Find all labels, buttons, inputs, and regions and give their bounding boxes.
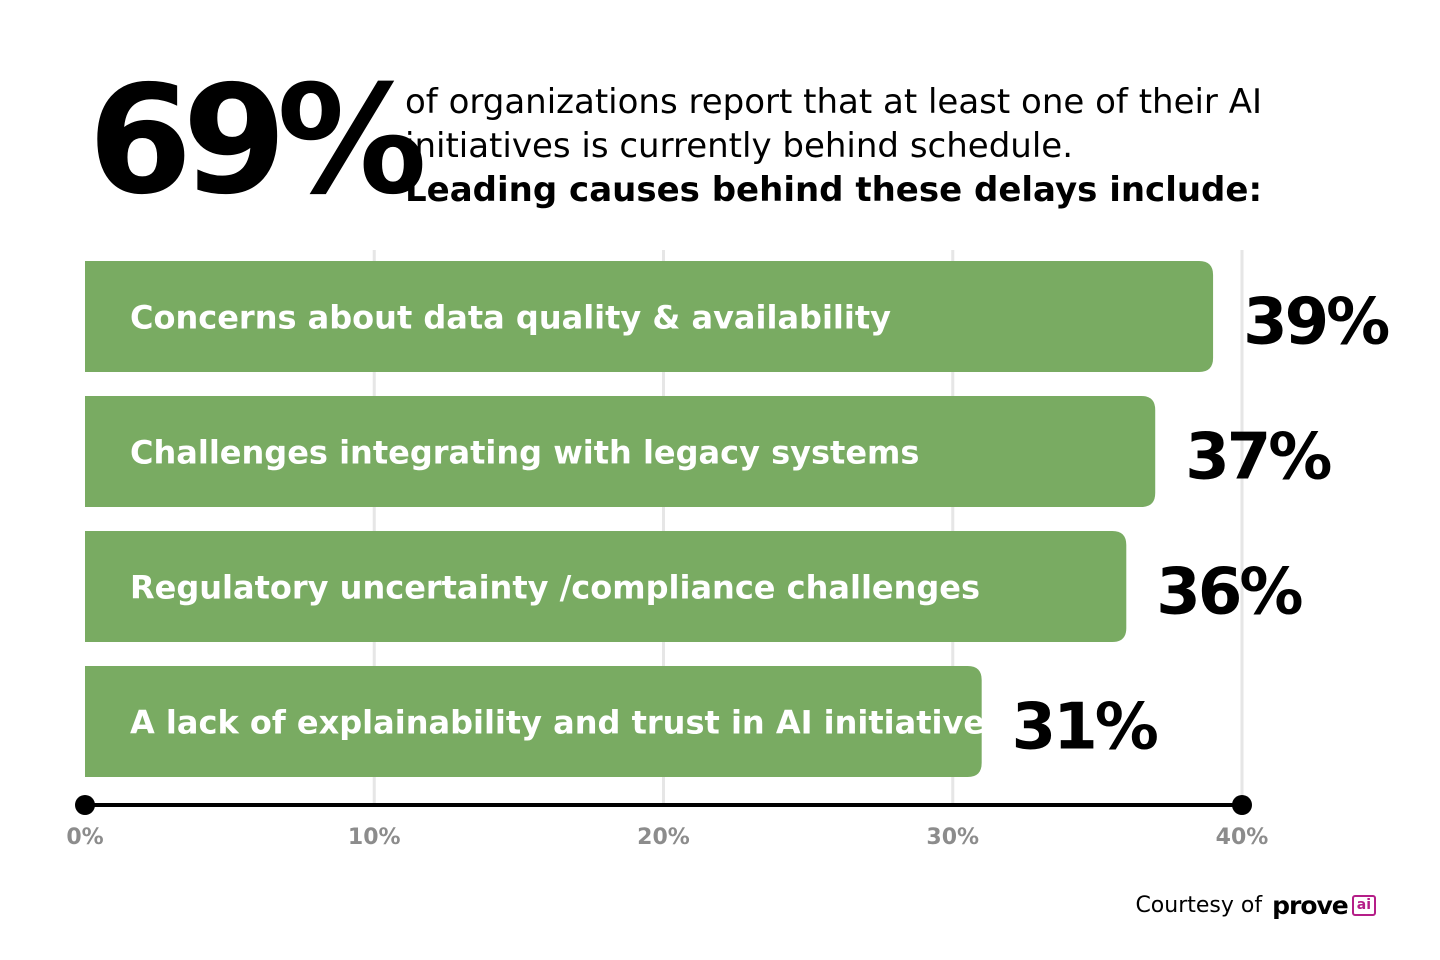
x-axis-end-dot — [1232, 795, 1252, 815]
headline-text: of organizations report that at least on… — [405, 80, 1405, 212]
headline-subheading: Leading causes behind these delays inclu… — [405, 170, 1263, 210]
bar-value-label: 39% — [1243, 286, 1389, 360]
bar — [85, 531, 1127, 642]
bar-category-label: Regulatory uncertainty /compliance chall… — [130, 569, 980, 607]
bar-value-label: 36% — [1156, 556, 1302, 630]
bar — [85, 666, 982, 777]
x-tick-label: 0% — [66, 825, 103, 850]
bar — [85, 396, 1156, 507]
courtesy-credit: Courtesy of prove ai — [1135, 891, 1376, 920]
logo-wordmark: prove — [1272, 891, 1349, 920]
logo-badge: ai — [1351, 895, 1376, 916]
bar — [85, 261, 1214, 372]
headline-percentage: 69% — [88, 54, 427, 228]
x-tick-label: 20% — [637, 825, 690, 850]
headline-line-2: initiatives is currently behind schedule… — [405, 126, 1073, 166]
prove-ai-logo: prove ai — [1272, 891, 1376, 920]
bar-category-label: Concerns about data quality & availabili… — [130, 299, 891, 337]
x-tick-label: 10% — [348, 825, 401, 850]
bar-category-label: Challenges integrating with legacy syste… — [130, 434, 919, 472]
bar-category-label: A lack of explainability and trust in AI… — [130, 704, 1004, 742]
bar-value-label: 37% — [1185, 421, 1331, 495]
headline-line-1: of organizations report that at least on… — [405, 82, 1263, 122]
x-axis-start-dot — [75, 795, 95, 815]
x-tick-label: 40% — [1216, 825, 1269, 850]
x-tick-label: 30% — [926, 825, 979, 850]
courtesy-text: Courtesy of — [1135, 893, 1263, 918]
bar-value-label: 31% — [1012, 691, 1158, 765]
